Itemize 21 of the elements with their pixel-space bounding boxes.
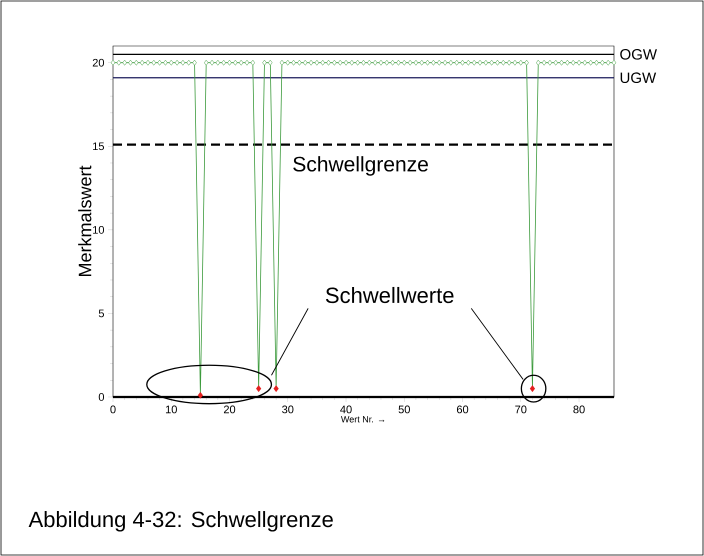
x-tick-label: 50 xyxy=(398,406,410,414)
ref-line-label: OGW xyxy=(620,49,657,60)
x-tick-label: 80 xyxy=(573,406,585,414)
annotation: Schwellwerte xyxy=(326,286,454,304)
text: Abbildung 4-32: Schwellgrenze xyxy=(28,511,333,532)
x-tick-label: 60 xyxy=(456,406,468,414)
y-tick-label: 15 xyxy=(93,142,104,150)
x-tick-label: 40 xyxy=(340,406,352,414)
x-tick-label: 0 xyxy=(110,406,116,414)
y-axis-title: Merkmalswert xyxy=(78,166,92,276)
y-tick-label: 10 xyxy=(93,226,104,234)
y-tick-label: 20 xyxy=(92,58,104,67)
y-tick-label: 5 xyxy=(98,310,104,318)
ref-line-label: Schwellgrenze xyxy=(293,156,428,176)
x-tick-label: 30 xyxy=(282,406,294,414)
x-tick-label: 70 xyxy=(515,406,526,414)
ref-line-label: UGW xyxy=(620,72,656,84)
x-tick-label: 10 xyxy=(166,406,177,414)
x-tick-label: 20 xyxy=(224,406,236,414)
y-tick-label: 0 xyxy=(98,393,104,401)
x-axis-title: Wert Nr. → xyxy=(340,416,384,422)
